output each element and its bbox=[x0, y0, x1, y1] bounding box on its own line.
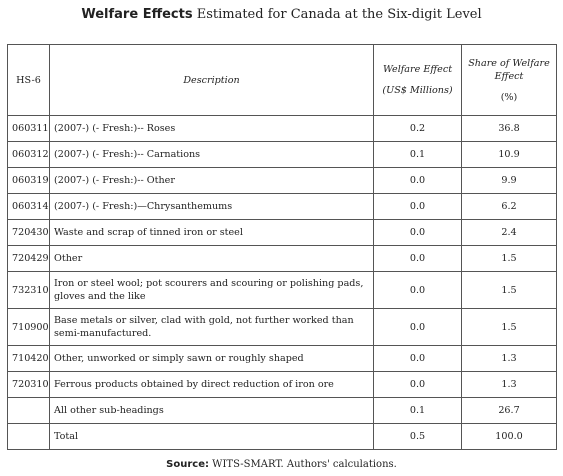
row-description: (2007-) (- Fresh:)-- Roses bbox=[49, 115, 374, 142]
row-welfare-effect: 0.0 bbox=[373, 345, 462, 372]
header-share-line3: (%) bbox=[500, 91, 518, 103]
table-row: 732310 Iron or steel wool; pot scourers … bbox=[7, 271, 557, 309]
header-welfare-effect-line1: Welfare Effect bbox=[382, 64, 453, 75]
header-description: Description bbox=[49, 44, 374, 116]
header-welfare-effect: Welfare Effect (US$ Millions) bbox=[373, 44, 462, 116]
table-row: 060319 (2007-) (- Fresh:)-- Other 0.0 9.… bbox=[7, 167, 557, 194]
row-description: Waste and scrap of tinned iron or steel bbox=[49, 219, 374, 246]
row-share: 1.5 bbox=[461, 245, 557, 272]
table-row-all-other: All other sub-headings 0.1 26.7 bbox=[7, 397, 557, 424]
row-description: Iron or steel wool; pot scourers and sco… bbox=[49, 271, 374, 309]
table-row: 710900 Base metals or silver, clad with … bbox=[7, 308, 557, 346]
row-welfare-effect: 0.0 bbox=[373, 308, 462, 346]
source-text: WITS-SMART. Authors' calculations. bbox=[209, 459, 397, 470]
table-row: 060314 (2007-) (- Fresh:)—Chrysanthemums… bbox=[7, 193, 557, 220]
table-title-rest: Estimated for Canada at the Six-digit Le… bbox=[192, 7, 482, 22]
table-row: 710420 Other, unworked or simply sawn or… bbox=[7, 345, 557, 372]
row-description: (2007-) (- Fresh:)-- Carnations bbox=[49, 141, 374, 168]
table-row: 060312 (2007-) (- Fresh:)-- Carnations 0… bbox=[7, 141, 557, 168]
source-note: Source: WITS-SMART. Authors' calculation… bbox=[0, 458, 563, 471]
row-welfare-effect: 0.0 bbox=[373, 219, 462, 246]
row-hs-code: 060311 bbox=[7, 115, 50, 142]
table-row: 060311 (2007-) (- Fresh:)-- Roses 0.2 36… bbox=[7, 115, 557, 142]
row-hs-code: 720430 bbox=[7, 219, 50, 246]
table-row: 720429 Other 0.0 1.5 bbox=[7, 245, 557, 272]
header-hs6: HS-6 bbox=[7, 44, 50, 116]
table-title: Welfare Effects Estimated for Canada at … bbox=[0, 7, 563, 23]
row-welfare-effect: 0.1 bbox=[373, 397, 462, 424]
row-hs-code: 720310 bbox=[7, 371, 50, 398]
table-title-bold: Welfare Effects bbox=[81, 7, 193, 22]
row-share: 100.0 bbox=[461, 423, 557, 450]
row-share: 10.9 bbox=[461, 141, 557, 168]
row-welfare-effect: 0.0 bbox=[373, 167, 462, 194]
row-share: 36.8 bbox=[461, 115, 557, 142]
row-hs-code: 732310 bbox=[7, 271, 50, 309]
row-welfare-effect: 0.0 bbox=[373, 193, 462, 220]
row-share: 26.7 bbox=[461, 397, 557, 424]
row-share: 9.9 bbox=[461, 167, 557, 194]
table-row-total: Total 0.5 100.0 bbox=[7, 423, 557, 450]
row-hs-code: 710420 bbox=[7, 345, 50, 372]
row-share: 1.5 bbox=[461, 271, 557, 309]
row-hs-code bbox=[7, 423, 50, 450]
row-hs-code: 060314 bbox=[7, 193, 50, 220]
row-description: Base metals or silver, clad with gold, n… bbox=[49, 308, 374, 346]
row-description: Other, unworked or simply sawn or roughl… bbox=[49, 345, 374, 372]
row-description: Other bbox=[49, 245, 374, 272]
row-hs-code: 060312 bbox=[7, 141, 50, 168]
row-description: All other sub-headings bbox=[49, 397, 374, 424]
header-share-line1: Share of Welfare bbox=[468, 57, 550, 69]
row-share: 2.4 bbox=[461, 219, 557, 246]
row-description: (2007-) (- Fresh:)-- Other bbox=[49, 167, 374, 194]
row-welfare-effect: 0.0 bbox=[373, 371, 462, 398]
header-welfare-effect-line2: (US$ Millions) bbox=[382, 85, 453, 96]
row-hs-code: 710900 bbox=[7, 308, 50, 346]
header-share-welfare: Share of Welfare Effect (%) bbox=[461, 44, 557, 116]
row-hs-code: 060319 bbox=[7, 167, 50, 194]
row-welfare-effect: 0.1 bbox=[373, 141, 462, 168]
source-label: Source: bbox=[166, 459, 209, 470]
table-header-row: HS-6 Description Welfare Effect (US$ Mil… bbox=[7, 44, 557, 116]
row-share: 6.2 bbox=[461, 193, 557, 220]
row-hs-code bbox=[7, 397, 50, 424]
row-share: 1.5 bbox=[461, 308, 557, 346]
row-share: 1.3 bbox=[461, 345, 557, 372]
header-share-line2: Effect bbox=[494, 70, 524, 82]
row-share: 1.3 bbox=[461, 371, 557, 398]
table-row: 720310 Ferrous products obtained by dire… bbox=[7, 371, 557, 398]
row-hs-code: 720429 bbox=[7, 245, 50, 272]
table-row: 720430 Waste and scrap of tinned iron or… bbox=[7, 219, 557, 246]
welfare-effects-table: HS-6 Description Welfare Effect (US$ Mil… bbox=[7, 44, 557, 450]
row-welfare-effect: 0.0 bbox=[373, 245, 462, 272]
row-welfare-effect: 0.5 bbox=[373, 423, 462, 450]
row-description: Ferrous products obtained by direct redu… bbox=[49, 371, 374, 398]
row-description: (2007-) (- Fresh:)—Chrysanthemums bbox=[49, 193, 374, 220]
row-description: Total bbox=[49, 423, 374, 450]
row-welfare-effect: 0.2 bbox=[373, 115, 462, 142]
row-welfare-effect: 0.0 bbox=[373, 271, 462, 309]
